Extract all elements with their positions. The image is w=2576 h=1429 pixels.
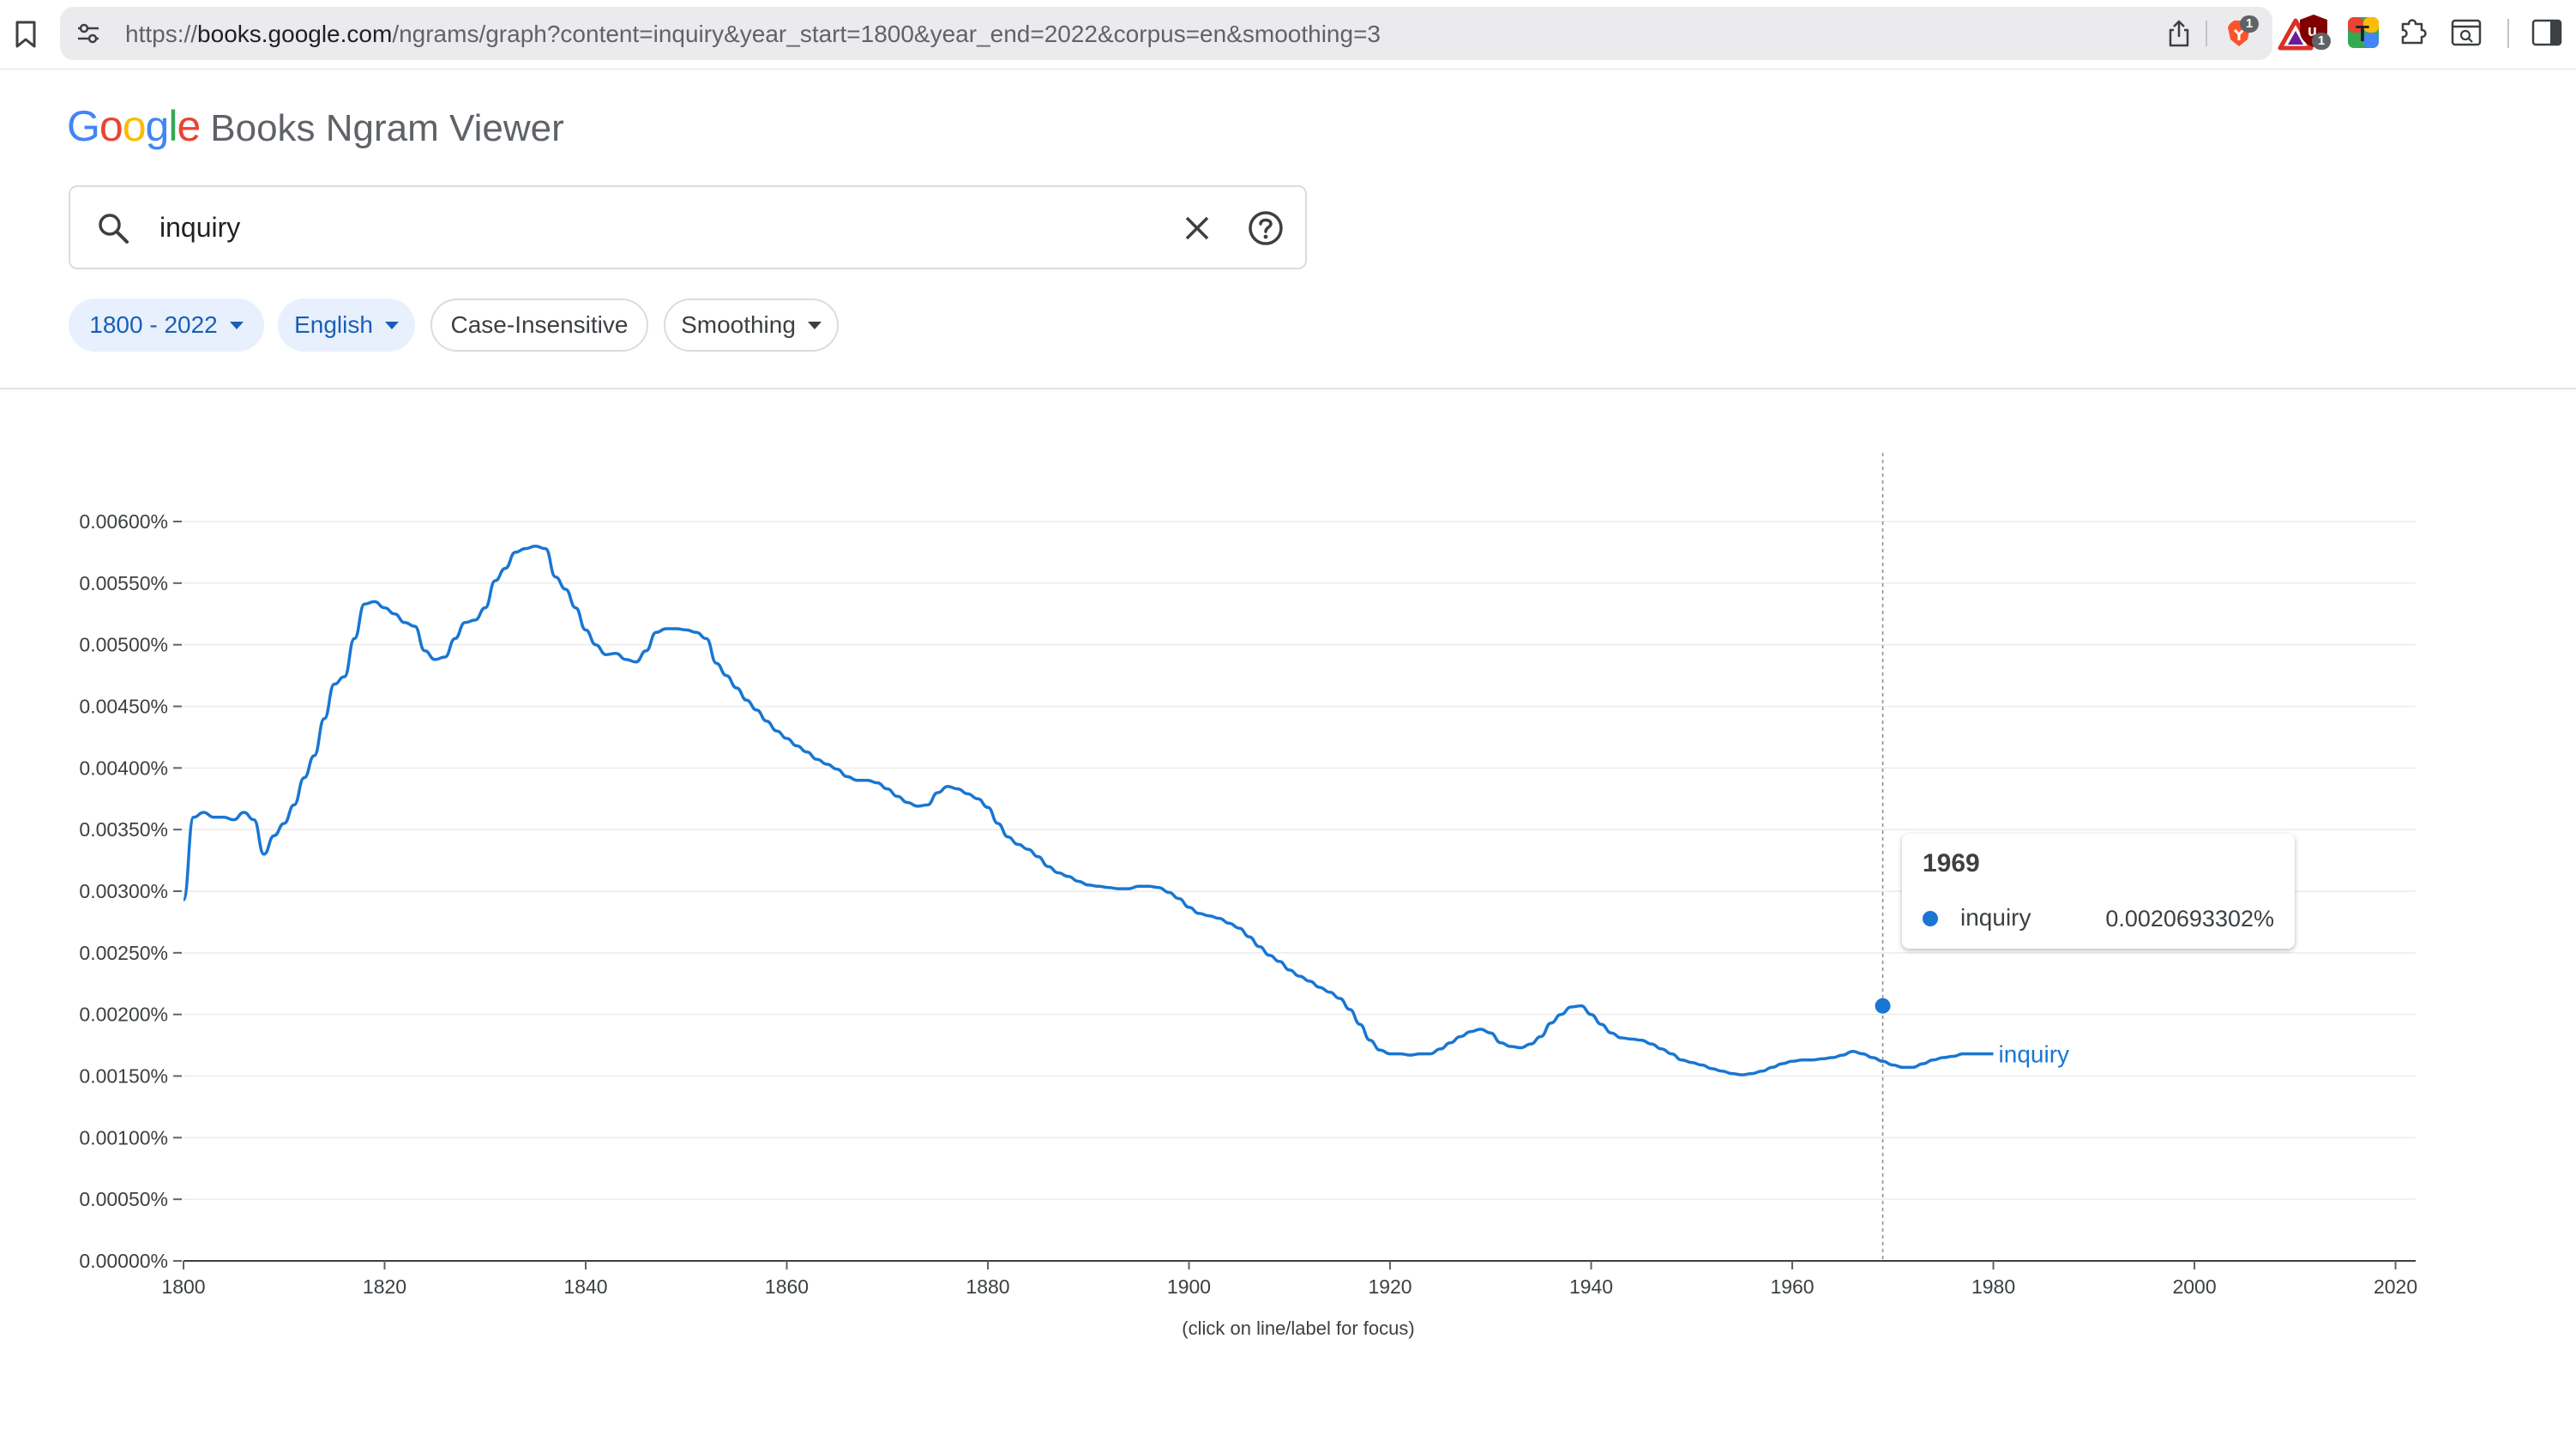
year-range-dropdown[interactable]: 1800 - 2022 xyxy=(69,298,264,352)
y-tick-label: 0.00450% xyxy=(79,696,168,718)
ublock-icon[interactable]: u 1 xyxy=(2296,12,2336,55)
sidebar-toggle-icon[interactable] xyxy=(2530,15,2567,53)
reader-mode-icon[interactable] xyxy=(2449,15,2485,51)
share-icon[interactable] xyxy=(2161,15,2197,51)
google-letter: o xyxy=(99,102,123,150)
corpus-language-label: English xyxy=(294,311,373,338)
y-tick-label: 0.00200% xyxy=(79,1004,168,1026)
x-tick-label: 1820 xyxy=(363,1275,406,1298)
y-tick-label: 0.00400% xyxy=(79,757,168,779)
chevron-down-icon xyxy=(384,321,399,329)
google-letter: G xyxy=(67,102,100,150)
brave-shields-icon[interactable]: 1 xyxy=(2219,14,2259,53)
address-divider xyxy=(2206,21,2207,46)
search-icon[interactable] xyxy=(94,209,132,247)
x-tick-label: 1900 xyxy=(1167,1275,1211,1298)
axis-layer: 0.00000% 0.00050% 0.00100% 0.00150% 0.00200%… xyxy=(79,510,2417,1298)
y-tick-label: 0.00300% xyxy=(79,880,168,902)
extensions-puzzle-icon[interactable] xyxy=(2396,14,2434,51)
year-range-label: 1800 - 2022 xyxy=(89,311,218,338)
help-icon[interactable] xyxy=(1245,208,1286,249)
google-books-ngram-logo[interactable]: Google Books Ngram Viewer xyxy=(67,101,564,153)
url-host: books.google.com xyxy=(197,21,393,47)
grid-layer xyxy=(184,521,2416,1200)
x-tick-label: 1880 xyxy=(966,1275,1009,1298)
y-tick-label: 0.00100% xyxy=(79,1126,168,1149)
ngram-chart[interactable]: 0.00000% 0.00050% 0.00100% 0.00150% 0.00200%… xyxy=(0,389,2576,1429)
y-tick-label: 0.00600% xyxy=(79,510,168,533)
header-divider xyxy=(0,388,2576,389)
x-tick-label: 1980 xyxy=(1971,1275,2015,1298)
y-tick-label: 0.00250% xyxy=(79,942,168,964)
url-text[interactable]: https://books.google.com/ngrams/graph?co… xyxy=(125,21,1381,48)
y-tick-label: 0.00350% xyxy=(79,818,168,841)
bookmark-icon[interactable] xyxy=(7,15,45,53)
y-tick-label: 0.00000% xyxy=(79,1250,168,1272)
x-tick-label: 1840 xyxy=(563,1275,607,1298)
x-tick-label: 2020 xyxy=(2374,1275,2417,1298)
corpus-language-dropdown[interactable]: English xyxy=(278,298,415,352)
series-line-inquiry[interactable] xyxy=(182,544,1994,1076)
x-tick-label: 1940 xyxy=(1569,1275,1613,1298)
hover-point-marker[interactable] xyxy=(1875,998,1891,1014)
tooltip-series-name: inquiry xyxy=(1960,904,2031,931)
app-title: Books Ngram Viewer xyxy=(210,107,564,149)
site-settings-icon[interactable] xyxy=(72,17,105,50)
x-tick-label: 1960 xyxy=(1770,1275,1814,1298)
google-wordmark: Google xyxy=(67,101,201,151)
url-scheme: https:// xyxy=(125,21,198,47)
tooltip-series-marker xyxy=(1923,911,1938,926)
x-tick-label: 1800 xyxy=(161,1275,205,1298)
extension-t-letter: T xyxy=(2356,21,2369,46)
series-layer[interactable]: inquiry xyxy=(182,453,2069,1261)
clear-search-icon[interactable] xyxy=(1177,208,1218,249)
address-bar[interactable]: https://books.google.com/ngrams/graph?co… xyxy=(60,7,2314,60)
browser-toolbar: https://books.google.com/ngrams/graph?co… xyxy=(0,0,2576,69)
case-insensitive-toggle[interactable]: Case-Insensitive xyxy=(430,298,648,352)
x-tick-label: 1920 xyxy=(1368,1275,1411,1298)
y-tick-label: 0.00150% xyxy=(79,1065,168,1088)
google-letter: e xyxy=(177,102,201,150)
chevron-down-icon xyxy=(807,321,822,329)
brave-badge: 1 xyxy=(2240,15,2259,33)
smoothing-dropdown[interactable]: Smoothing xyxy=(664,298,839,352)
url-path: /ngrams/graph?content=inquiry&year_start… xyxy=(392,21,1381,47)
toolbar-divider xyxy=(2507,19,2509,48)
google-letter: l xyxy=(168,102,178,150)
smoothing-label: Smoothing xyxy=(681,311,796,338)
chart-footnote: (click on line/label for focus) xyxy=(1182,1317,1414,1339)
google-letter: g xyxy=(145,102,170,150)
ublock-badge: 1 xyxy=(2312,33,2331,50)
y-tick-label: 0.00550% xyxy=(79,572,168,594)
google-letter: o xyxy=(122,102,147,150)
y-tick-label: 0.00500% xyxy=(79,634,168,656)
x-tick-label: 1860 xyxy=(765,1275,809,1298)
y-tick-label: 0.00050% xyxy=(79,1188,168,1210)
tooltip-value: 0.0020693302% xyxy=(2105,906,2274,932)
svg-text:u: u xyxy=(2308,22,2317,39)
case-insensitive-label: Case-Insensitive xyxy=(450,311,629,338)
search-box[interactable] xyxy=(69,185,1307,269)
tooltip-year: 1969 xyxy=(1923,849,1980,877)
series-label-inquiry[interactable]: inquiry xyxy=(1999,1041,2069,1068)
x-tick-label: 2000 xyxy=(2172,1275,2216,1298)
extension-t-icon[interactable]: T xyxy=(2346,15,2380,50)
search-input[interactable] xyxy=(159,206,1189,249)
chevron-down-icon xyxy=(229,321,244,329)
data-tooltip: 1969 inquiry 0.0020693302% xyxy=(1902,834,2295,949)
